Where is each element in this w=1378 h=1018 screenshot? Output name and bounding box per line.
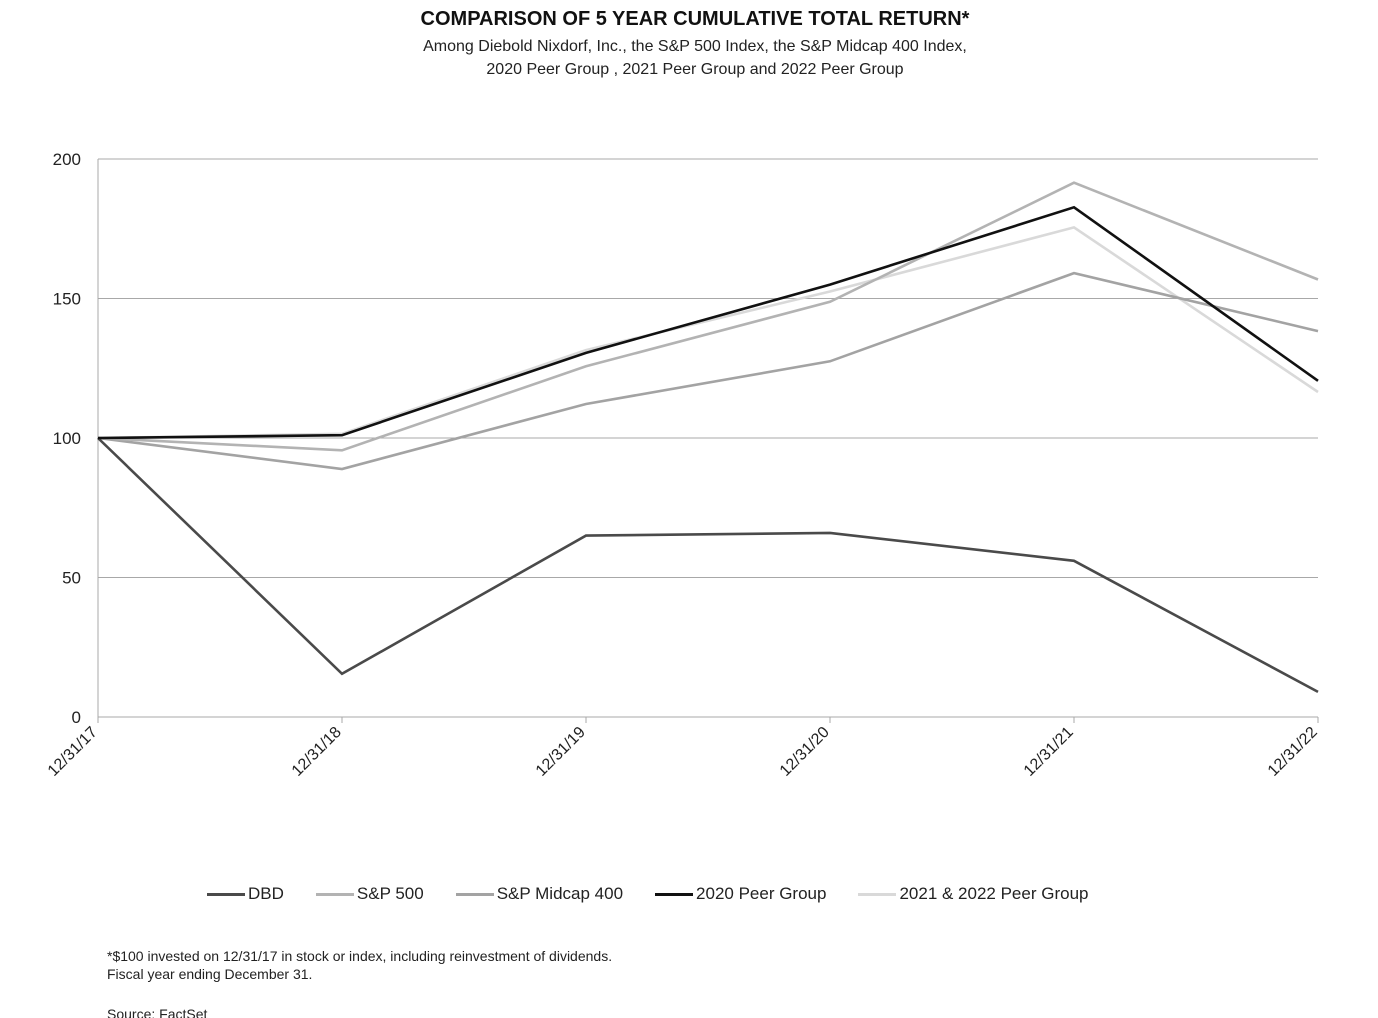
series-line-2020-peer-group [97,205,1319,440]
footnote-source: Source: FactSet [107,1006,208,1018]
legend-swatch-sp-midcap-400 [455,892,494,896]
y-tick-label-200: 200 [53,150,81,169]
legend-item-sp500: S&P 500 [315,884,424,904]
legend-label-sp-midcap-400: S&P Midcap 400 [496,884,624,903]
x-tick-label-5: 12/31/22 [1265,724,1321,780]
grid-lines [98,158,1318,578]
tick-labels: 0 50 100 150 200 12/31/17 12/31/18 12/31/19 12/3… [45,150,1321,780]
y-tick-label-50: 50 [62,569,81,588]
series-lines [97,181,1319,694]
x-tick-label-0: 12/31/17 [45,724,101,780]
footnote-fiscal-year: Fiscal year ending December 31. [107,966,313,982]
y-tick-label-0: 0 [72,708,81,727]
legend-label-dbd: DBD [248,884,284,903]
chart-legend: DBD S&P 500 S&P Midcap 400 2020 Peer Gro… [207,884,1120,904]
x-tick-label-4: 12/31/21 [1021,724,1077,780]
legend-label-2021-2022-peer-group: 2021 & 2022 Peer Group [899,884,1089,903]
legend-swatch-2020-peer-group [655,892,694,896]
x-tick-label-1: 12/31/18 [289,724,345,780]
series-line-sandp-500 [97,181,1319,452]
legend-item-2020-peer-group: 2020 Peer Group [655,884,826,904]
footnote-investment: *$100 invested on 12/31/17 in stock or i… [107,948,613,964]
legend-item-2021-2022-peer-group: 2021 & 2022 Peer Group [858,884,1088,904]
y-tick-label-150: 150 [53,290,81,309]
chart-title: COMPARISON OF 5 YEAR CUMULATIVE TOTAL RE… [420,8,970,30]
chart-subtitle-line-1: Among Diebold Nixdorf, Inc., the S&P 500… [423,38,967,55]
x-tick-label-2: 12/31/19 [533,724,589,780]
series-line-sandp-midcap-400 [97,271,1319,471]
legend-swatch-sp500 [315,892,354,896]
x-tick-label-3: 12/31/20 [777,724,833,780]
chart-subtitle-line-2: 2020 Peer Group , 2021 Peer Group and 20… [486,61,904,78]
legend-item-dbd: DBD [207,884,284,904]
y-tick-label-100: 100 [53,429,81,448]
legend-label-2020-peer-group: 2020 Peer Group [696,884,827,903]
series-line-2021-and-2022-peer-group [97,225,1319,440]
axes [97,159,1319,723]
legend-swatch-2021-2022-peer-group [858,892,897,896]
series-line-dbd [97,437,1319,694]
legend-label-sp500: S&P 500 [356,884,424,903]
legend-swatch-dbd [207,892,245,896]
legend-item-sp-midcap-400: S&P Midcap 400 [455,884,624,904]
